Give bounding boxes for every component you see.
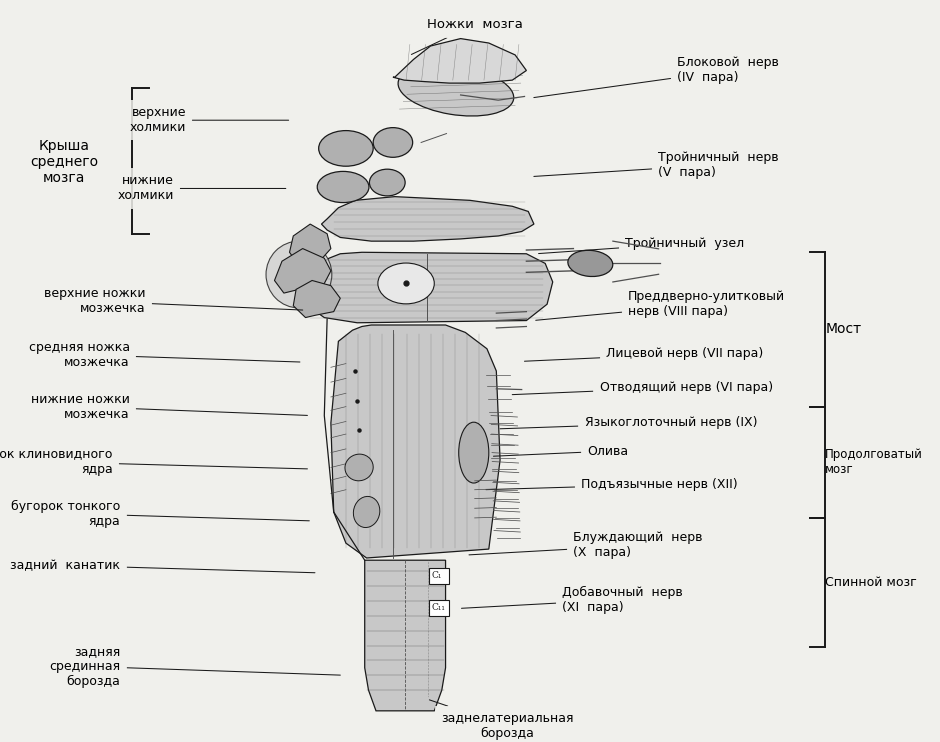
Text: бугорок клиновидного
ядра: бугорок клиновидного ядра — [0, 447, 307, 476]
Polygon shape — [393, 39, 526, 83]
Ellipse shape — [568, 250, 613, 277]
Text: Лицевой нерв (VII пара): Лицевой нерв (VII пара) — [525, 347, 763, 361]
Text: Олива: Олива — [494, 444, 629, 458]
Text: заднелатериальная
борозда: заднелатериальная борозда — [430, 700, 573, 741]
Ellipse shape — [319, 131, 373, 166]
Text: задняя
срединная
борозда: задняя срединная борозда — [49, 645, 340, 688]
Text: нижние ножки
мозжечка: нижние ножки мозжечка — [31, 393, 307, 421]
Polygon shape — [365, 560, 446, 711]
Text: Тройничный  узел: Тройничный узел — [539, 237, 744, 254]
Text: Мост: Мост — [825, 323, 861, 336]
Ellipse shape — [353, 496, 380, 528]
Ellipse shape — [373, 128, 413, 157]
Polygon shape — [299, 252, 553, 323]
Ellipse shape — [345, 454, 373, 481]
Ellipse shape — [398, 65, 514, 116]
Text: Ножки  мозга: Ножки мозга — [412, 18, 523, 54]
Text: Отводящий нерв (VI пара): Отводящий нерв (VI пара) — [512, 381, 773, 395]
Polygon shape — [293, 280, 340, 318]
Bar — [429, 600, 449, 616]
Text: Добавочный  нерв
(XI  пара): Добавочный нерв (XI пара) — [462, 585, 682, 614]
Bar — [429, 568, 449, 584]
Ellipse shape — [459, 422, 489, 483]
Polygon shape — [321, 197, 534, 241]
Text: верхние
холмики: верхние холмики — [130, 106, 289, 134]
Text: Языкоглоточный нерв (IX): Языкоглоточный нерв (IX) — [500, 416, 758, 430]
Text: Блоковой  нерв
(IV  пара): Блоковой нерв (IV пара) — [534, 56, 778, 97]
Ellipse shape — [369, 169, 405, 196]
Text: C₁₁: C₁₁ — [431, 603, 446, 612]
Text: верхние ножки
мозжечка: верхние ножки мозжечка — [44, 287, 303, 315]
Ellipse shape — [317, 171, 369, 203]
Text: Блуждающий  нерв
(X  пара): Блуждающий нерв (X пара) — [469, 531, 703, 559]
Text: Тройничный  нерв
(V  пара): Тройничный нерв (V пара) — [534, 151, 778, 179]
Text: нижние
холмики: нижние холмики — [118, 174, 286, 203]
Text: задний  канатик: задний канатик — [10, 559, 315, 573]
Ellipse shape — [378, 263, 434, 304]
Ellipse shape — [266, 241, 332, 308]
Text: бугорок тонкого
ядра: бугорок тонкого ядра — [11, 499, 309, 528]
Text: средняя ножка
мозжечка: средняя ножка мозжечка — [28, 341, 300, 369]
Text: Крыша
среднего
мозга: Крыша среднего мозга — [30, 139, 98, 185]
Text: C₁: C₁ — [431, 571, 442, 580]
Polygon shape — [331, 325, 500, 558]
Text: Подъязычные нерв (XII): Подъязычные нерв (XII) — [486, 478, 738, 491]
Text: Преддверно-улитковый
нерв (VIII пара): Преддверно-улитковый нерв (VIII пара) — [536, 290, 785, 321]
Polygon shape — [274, 249, 331, 293]
Polygon shape — [290, 224, 331, 267]
Text: Продолговатый
мозг: Продолговатый мозг — [825, 448, 923, 476]
Text: Спинной мозг: Спинной мозг — [825, 576, 917, 589]
